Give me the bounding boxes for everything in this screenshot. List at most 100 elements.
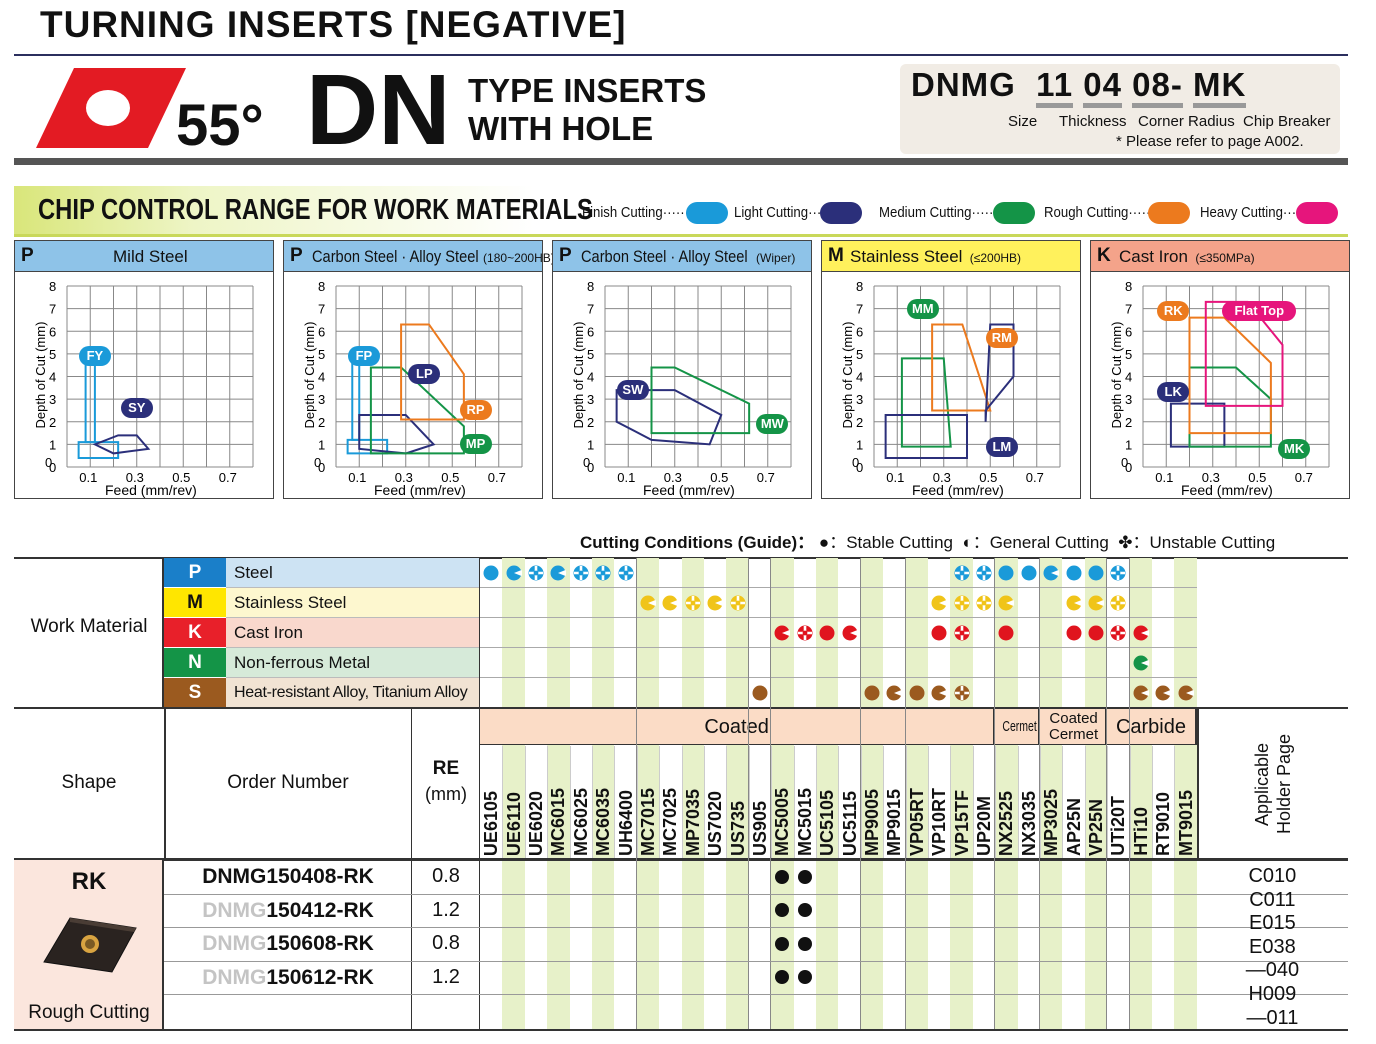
grade-name: VP05RT (906, 787, 927, 856)
general-cutting-symbol (707, 595, 724, 611)
grade-name: RT9010 (1153, 791, 1174, 856)
y-tick-label: 7 (318, 302, 325, 317)
chip-panel-header: P Mild Steel (15, 241, 273, 272)
unstable-cutting-symbol (730, 595, 746, 611)
chip-breaker-label: LM (985, 436, 1018, 457)
grade-name-cell: MC5015 (793, 746, 816, 858)
unstable-cutting-symbol (954, 595, 970, 611)
material-name: Non-ferrous Metal (226, 648, 480, 678)
product-row-rule (164, 927, 1348, 928)
y-origin-label: 0 (314, 455, 321, 470)
designation-breaker: MK (1193, 66, 1247, 108)
y-tick-label: 5 (587, 347, 594, 362)
grade-column-stripe (950, 558, 973, 1030)
x-tick-label: 0.7 (219, 470, 237, 485)
grade-column-stripe (905, 558, 928, 1030)
grade-name-cell: HTi10 (1129, 746, 1152, 858)
y-tick-label: 8 (1125, 279, 1132, 294)
x-axis-label: Feed (mm/rev) (374, 482, 466, 498)
chip-plot: 0 1 2 3 4 5 6 7 8 0.1 0.3 0.5 0.7 0 Depth of Cut (mm) F… (840, 279, 1061, 498)
chip-control-title: CHIP CONTROL RANGE FOR WORK MATERIALS (38, 194, 593, 226)
grade-name: NX3035 (1018, 790, 1039, 856)
grade-column-stripe (502, 558, 525, 1030)
legend-label: Medium Cutting······ (879, 204, 998, 221)
y-tick-label: 4 (856, 370, 863, 385)
x-tick-label: 0.3 (126, 470, 144, 485)
general-cutting-symbol (931, 685, 948, 701)
chip-panel: P Carbon Steel · Alloy Steel (Wiper) 0 1 2 3 4… (552, 240, 812, 499)
x-tick-label: 0.5 (172, 470, 190, 485)
grade-column-stripe (726, 558, 749, 1030)
grade-name-cell: UC5105 (816, 746, 838, 858)
grade-name: US735 (727, 800, 748, 856)
general-cutting-symbol (550, 565, 567, 581)
y-tick-label: 2 (587, 415, 594, 430)
y-origin-label: 0 (583, 455, 590, 470)
grade-name-cell: VP05RT (905, 746, 928, 858)
header-top-rule (14, 707, 1348, 709)
grade-column-stripe (1129, 558, 1152, 1030)
unstable-legend: ✤：Unstable Cutting (1118, 533, 1276, 552)
legend-label: Rough Cutting······ (1044, 204, 1155, 221)
chip-breaker-label: Flat Top (1222, 300, 1297, 321)
re-header: RE (432, 758, 460, 779)
y-tick-label: 6 (1125, 324, 1132, 339)
grade-name: HTi10 (1130, 807, 1151, 856)
chip-breaker-label: MP (459, 434, 492, 455)
legend-label: Light Cutting······ (734, 204, 835, 221)
grade-column-stripe (860, 558, 884, 1030)
material-name: Cast Iron (226, 618, 480, 648)
thickness-label: Thickness (1059, 113, 1127, 130)
x-tick-label: 0.3 (933, 470, 951, 485)
grade-name: MC5005 (772, 787, 793, 856)
chip-range-region (369, 366, 465, 455)
unstable-cutting-symbol (528, 565, 544, 581)
material-letter: K (1097, 245, 1111, 266)
chip-panel-header: K Cast Iron (≤350MPa) (1091, 241, 1349, 272)
grade-group-rule (904, 558, 906, 1030)
general-cutting-symbol (640, 595, 657, 611)
grade-category-carbide: Carbide (1107, 709, 1197, 745)
general-cutting-symbol (1178, 685, 1194, 701)
general-cutting-symbol (998, 595, 1015, 611)
chip-panel: M Stainless Steel (≤200HB) 0 1 2 3 4 5 6 7 8 0.1 0.3… (821, 240, 1081, 499)
legend-swatch (820, 202, 862, 224)
material-letter-badge: P (164, 558, 226, 588)
y-tick-label: 7 (856, 302, 863, 317)
x-tick-label: 0.7 (1295, 470, 1313, 485)
x-tick-label: 0.7 (757, 470, 775, 485)
order-number-cell: DNMG150408-RK (164, 860, 412, 894)
unstable-cutting-symbol (1110, 565, 1126, 581)
cutting-legend: Finish Cutting······ Light Cutting······ M… (582, 202, 1352, 226)
work-material-cell (14, 558, 164, 708)
legend-item: Light Cutting······ (734, 202, 894, 226)
insert-image (40, 916, 140, 974)
title-rule (14, 54, 1348, 56)
grade-name: MC7015 (637, 787, 658, 856)
unstable-cutting-symbol (976, 595, 992, 611)
grade-name: UH6400 (615, 789, 636, 856)
material-letter: P (290, 245, 303, 266)
chip-breaker-label: LK (1157, 382, 1190, 403)
grade-group-rule (1128, 558, 1130, 1030)
stable-cutting-symbol (998, 565, 1014, 581)
stable-cutting-symbol (909, 685, 925, 701)
breaker-label: Chip Breaker (1243, 113, 1331, 130)
y-tick-label: 2 (318, 415, 325, 430)
grade-name: MP9015 (884, 788, 905, 856)
y-axis-label: Depth of Cut (mm) (33, 322, 48, 429)
grade-name: UE6105 (480, 790, 501, 856)
grade-name: VP15TF (951, 789, 972, 856)
grade-name: UE6110 (503, 791, 524, 856)
holder-page-header: Applicable Holder Page (1252, 733, 1295, 835)
material-letter: M (828, 245, 844, 266)
re-value: 0.8 (432, 932, 460, 954)
unstable-cutting-symbol (954, 625, 970, 641)
designation-radius: 08- (1132, 66, 1183, 108)
chip-panel-title: Cast Iron (≤350MPa) (1119, 247, 1255, 267)
legend-item: Heavy Cutting······ (1200, 202, 1360, 226)
grade-category-cermet: Cermet (995, 709, 1040, 745)
y-tick-label: 4 (587, 370, 594, 385)
y-tick-label: 6 (587, 324, 594, 339)
y-axis-label: Depth of Cut (mm) (840, 322, 855, 429)
